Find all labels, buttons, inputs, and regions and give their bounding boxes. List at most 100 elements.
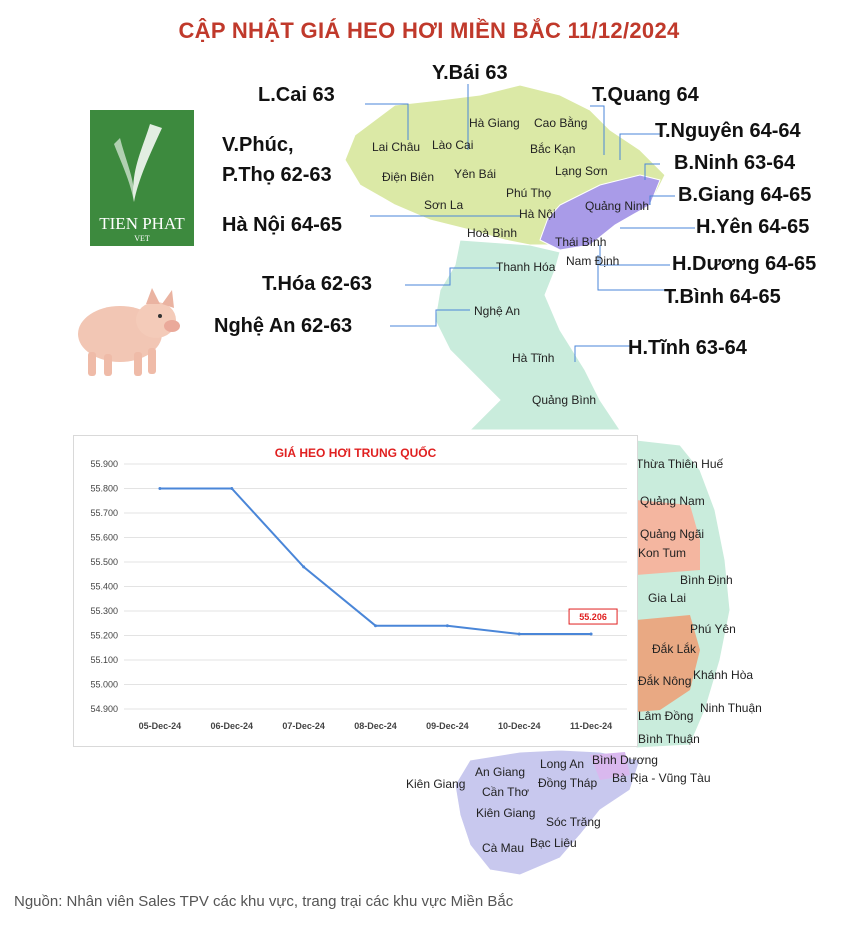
price-label-vinh-phuc: V.Phúc, [222,134,294,156]
x-tick-label: 08-Dec-24 [354,721,397,731]
map-name-khanh-hoa: Khánh Hòa [693,668,754,682]
map-name-ca-mau: Cà Mau [482,841,525,855]
southern-region [454,749,641,876]
price-label-phu-tho: P.Thọ 62-63 [222,164,332,186]
price-label-bac-ninh: B.Ninh 63-64 [674,152,796,174]
price-label-tuyen-quang: T.Quang 64 [592,84,699,106]
map-name-quang-nam: Quảng Nam [640,494,705,508]
price-label-hai-duong: H.Dương 64-65 [672,253,817,275]
central-pink-region [636,500,700,575]
binh-duong-highlight [590,752,630,780]
x-tick-label: 10-Dec-24 [498,721,541,731]
y-tick-label: 55.300 [90,606,118,616]
line-chart: 54.900 55.000 55.100 55.200 55.300 55.400 55.5… [90,459,627,731]
y-tick-label: 55.900 [90,459,118,469]
y-tick-label: 55.500 [90,557,118,567]
map-name-ninh-thuan: Ninh Thuận [700,701,762,715]
map-name-ba-ria-vung-tau: Bà Rịa - Vũng Tàu [612,771,711,785]
map-name-bac-kan: Bắc Kạn [530,142,576,156]
map-name-lai-chau: Lai Châu [372,140,421,154]
map-name-cao-bang: Cao Bằng [534,116,588,130]
map-name-ha-giang: Hà Giang [469,116,520,130]
data-point [302,565,306,569]
logo-line2: VET [134,234,150,243]
leader-lines [365,84,695,362]
map-name-phu-yen: Phú Yên [690,622,736,636]
map-name-dong-thap: Đồng Tháp [538,776,598,790]
y-tick-label: 55.400 [90,582,118,592]
map-name-lang-son: Lạng Sơn [555,164,608,178]
tien-phat-logo: TIEN PHAT VET [90,110,194,246]
y-tick-label: 55.800 [90,484,118,494]
map-name-yen-bai: Yên Bái [454,167,497,181]
highlight-region [539,174,661,251]
price-label-thai-binh: T.Bình 64-65 [664,286,781,308]
series-line [159,487,592,636]
logo-line1: TIEN PHAT [99,214,185,233]
page-title: CẬP NHẬT GIÁ HEO HƠI MIỀN BẮC 11/12/2024 [178,18,680,43]
x-tick-label: 09-Dec-24 [426,721,469,731]
price-label-thanh-hoa: T.Hóa 62-63 [262,273,373,295]
y-tick-label: 55.000 [90,680,118,690]
map-name-lao-cai: Lào Cai [432,138,474,152]
price-label-hung-yen: H.Yên 64-65 [696,216,810,238]
map-name-son-la: Sơn La [424,198,464,212]
data-point [374,624,377,628]
x-tick-label: 11-Dec-24 [570,721,612,731]
map-name-binh-duong: Bình Dương [592,753,658,767]
map-name-binh-thuan: Bình Thuận [638,732,700,746]
price-label-nghe-an: Nghệ An 62-63 [214,315,353,337]
map-name-thai-binh: Thái Bình [555,235,607,249]
price-label-thai-nguyen: T.Nguyên 64-64 [655,120,801,142]
data-point [158,487,162,490]
map-name-hoa-binh: Hoà Bình [467,226,518,240]
price-label-lao-cai: L.Cai 63 [258,84,335,106]
map-name-nam-dinh: Nam Định [566,254,620,268]
y-tick-label: 55.600 [90,533,118,543]
map-name-quang-ngai: Quảng Ngãi [640,527,705,541]
map-name-hue: Thừa Thiên Huế [636,457,724,471]
data-point [230,487,234,490]
data-label-box [568,608,618,625]
chart-panel: GIÁ HEO HƠI TRUNG QUỐC 54.900 55.000 55.10… [73,435,638,747]
map-name-ha-noi: Hà Nội [519,207,556,221]
data-point [517,632,521,636]
map-name-can-tho: Cần Thơ [482,785,530,799]
price-label-ha-noi: Hà Nội 64-65 [222,214,343,236]
map-name-binh-dinh: Bình Định [680,573,733,587]
highlands-region [636,615,700,712]
y-tick-label: 54.900 [90,704,118,714]
x-tick-label: 05-Dec-24 [139,721,182,731]
price-label-ha-tinh: H.Tĩnh 63-64 [628,337,747,359]
map-name-dak-lak: Đắk Lắk [652,642,697,656]
map-name-kien-giang-2: Kiên Giang [476,806,536,820]
pig-icon [78,288,180,376]
map-name-ha-tinh: Hà Tĩnh [512,351,555,365]
y-tick-label: 55.100 [90,655,118,665]
map-name-bac-lieu: Bạc Liêu [530,836,577,850]
y-tick-label: 55.200 [90,631,118,641]
map-name-an-giang: An Giang [475,765,526,779]
map-name-lam-dong: Lâm Đồng [638,709,694,723]
x-tick-label: 07-Dec-24 [282,721,325,731]
data-point [589,632,593,636]
data-label: 55.206 [579,612,607,622]
map-name-long-an: Long An [540,757,585,771]
y-tick-label: 55.700 [90,508,118,518]
map-name-phu-tho: Phú Thọ [506,186,552,200]
map-name-dien-bien: Điện Biên [382,170,435,184]
map-name-gia-lai: Gia Lai [648,591,687,605]
source-note: Nguồn: Nhân viên Sales TPV các khu vực, … [14,893,514,910]
map-name-dak-nong: Đắk Nông [638,674,692,688]
price-label-bac-giang: B.Giang 64-65 [678,184,812,206]
map-name-quang-binh: Quảng Bình [532,393,597,407]
map-name-nghe-an: Nghệ An [474,304,521,318]
map-name-quang-ninh: Quảng Ninh [585,199,650,213]
map-name-kien-giang-1: Kiên Giang [406,777,466,791]
chart-title: GIÁ HEO HƠI TRUNG QUỐC [274,446,437,460]
price-label-yen-bai: Y.Bái 63 [432,62,508,84]
data-point [445,624,449,628]
map-name-thanh-hoa: Thanh Hóa [496,260,556,274]
x-tick-label: 06-Dec-24 [211,721,254,731]
